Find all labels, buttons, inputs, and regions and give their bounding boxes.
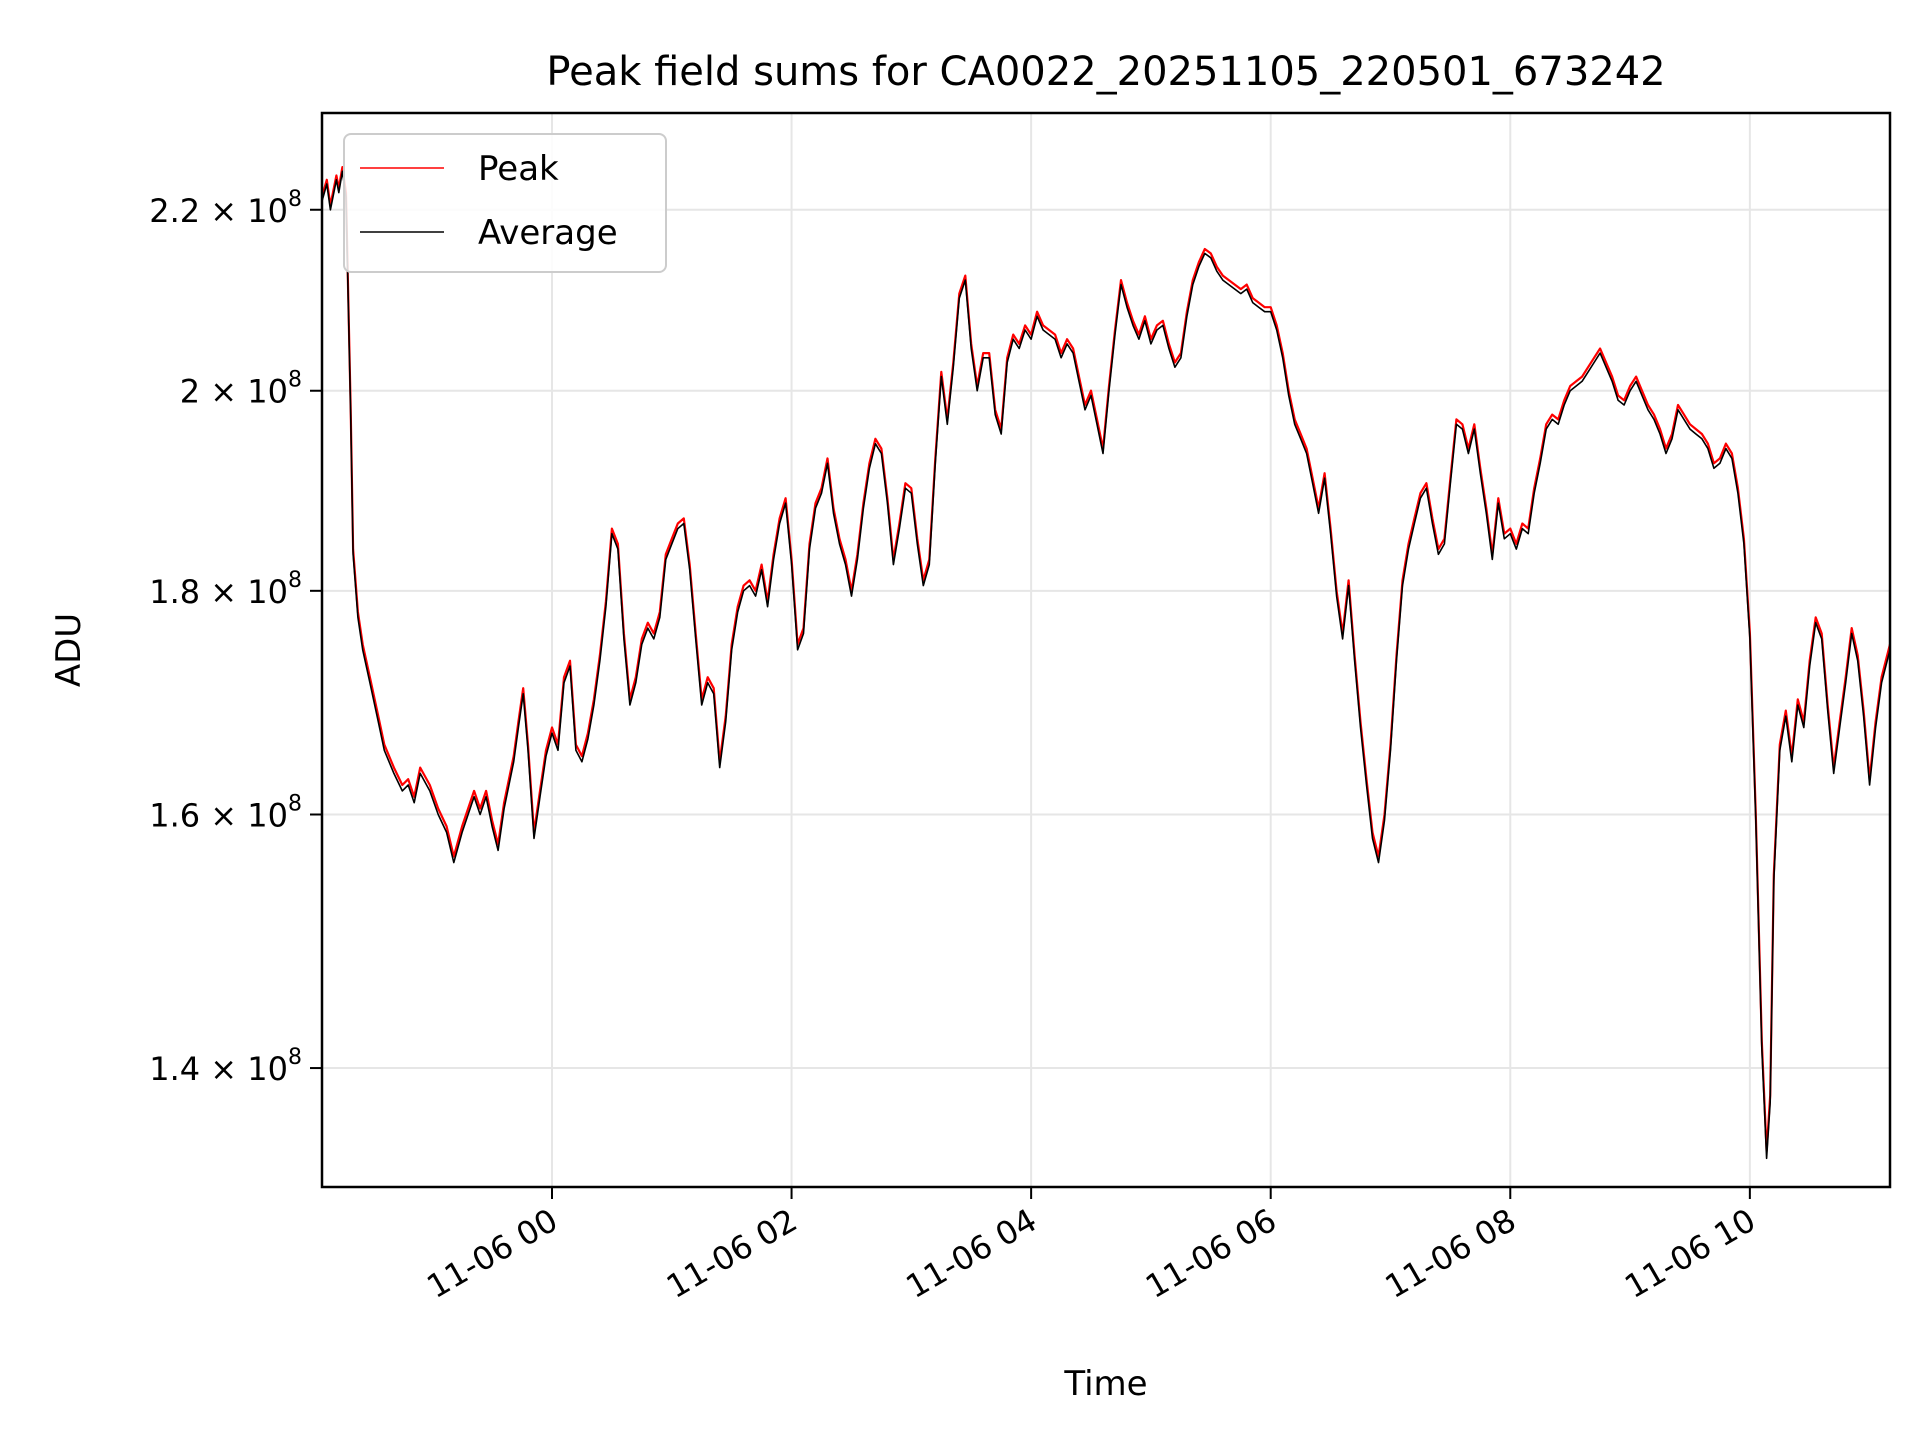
y-tick-label: 1.6 × 108 bbox=[149, 791, 302, 834]
plot-frame bbox=[320, 111, 1892, 1189]
y-tick-label: 2.2 × 108 bbox=[149, 187, 302, 230]
chart-title: Peak field sums for CA0022_20251105_2205… bbox=[546, 49, 1665, 95]
legend-label-average: Average bbox=[478, 213, 618, 253]
legend-label-peak: Peak bbox=[478, 149, 559, 189]
legend: Peak Average bbox=[343, 133, 667, 273]
y-axis-ticks: 1.4 × 108 1.6 × 108 1.8 × 108 2 × 108 2.2 × … bbox=[149, 187, 322, 1088]
y-tick-label: 1.4 × 108 bbox=[149, 1045, 302, 1088]
x-axis-label: Time bbox=[1063, 1364, 1147, 1404]
y-tick-label: 1.8 × 108 bbox=[149, 568, 302, 611]
y-axis-label: ADU bbox=[49, 613, 89, 687]
series-line-average bbox=[321, 170, 1891, 1160]
y-tick-label: 2 × 108 bbox=[180, 368, 302, 411]
series-lines bbox=[320, 166, 1892, 1160]
